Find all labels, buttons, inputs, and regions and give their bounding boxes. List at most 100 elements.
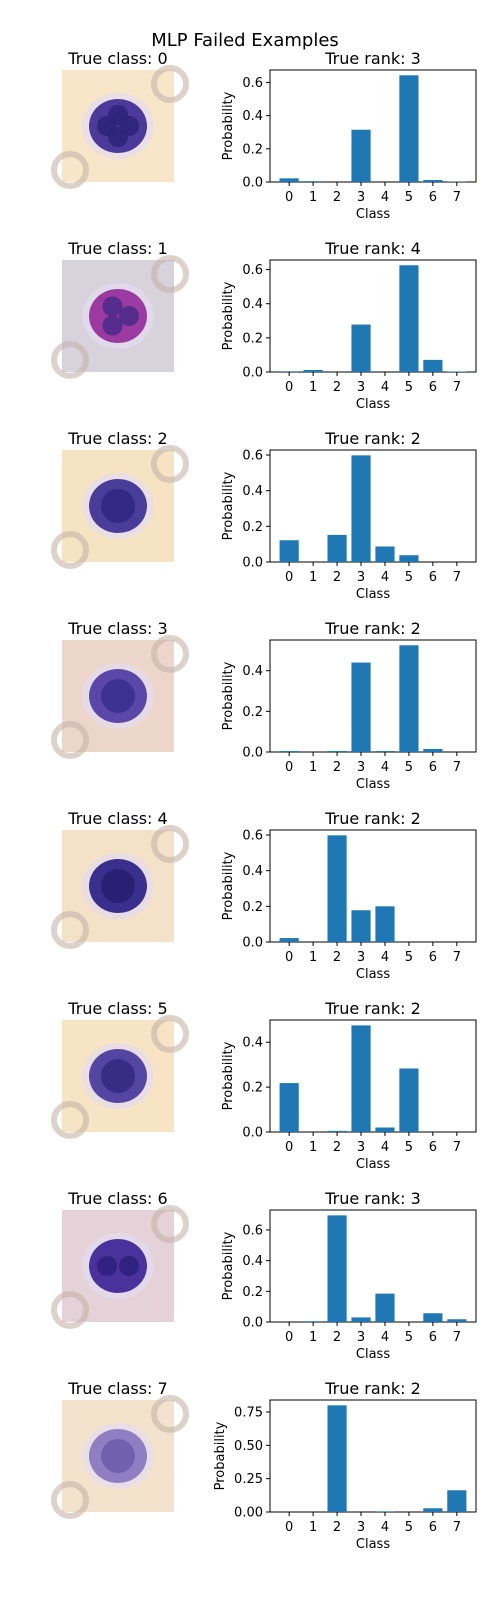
x-tick-label: 4 xyxy=(381,570,389,585)
x-axis-label: Class xyxy=(356,1157,390,1172)
subplot-row-0: True class: 0 True rank: 3 0.0 0.2 0.4 0.6 0 1 2… xyxy=(51,49,477,222)
image-title: True class: 3 xyxy=(67,619,167,638)
bar-1 xyxy=(303,1321,323,1322)
chart-title: True rank: 3 xyxy=(324,49,421,68)
y-tick-label: 0.2 xyxy=(242,1285,263,1300)
subplot-rows: True class: 0 True rank: 3 0.0 0.2 0.4 0.6 0 1 2… xyxy=(51,49,477,1552)
chart-title: True rank: 4 xyxy=(324,239,421,258)
image-title: True class: 7 xyxy=(67,1379,167,1398)
x-tick-label: 3 xyxy=(357,1520,365,1535)
rbc-shadow xyxy=(151,65,189,103)
subplot-row-1: True class: 1 True rank: 4 0.0 0.2 0.4 0.6 0 1 2… xyxy=(51,239,477,412)
rbc-shadow xyxy=(151,635,189,673)
bar-4 xyxy=(375,1511,395,1512)
bar-4 xyxy=(375,546,395,562)
bar-6 xyxy=(423,180,443,182)
x-tick-label: 6 xyxy=(429,190,437,205)
bar-chart: True rank: 2 0.0 0.2 0.4 0.6 0 1 2 3 4 5 6 7 Class Pro… xyxy=(221,429,477,602)
x-tick-label: 7 xyxy=(453,950,461,965)
x-tick-label: 7 xyxy=(453,190,461,205)
y-axis-label: Probability xyxy=(221,1041,236,1110)
bar-0 xyxy=(279,371,299,372)
x-tick-label: 0 xyxy=(285,950,293,965)
y-tick-label: 0.0 xyxy=(242,1126,263,1141)
x-tick-label: 5 xyxy=(405,380,413,395)
rbc-shadow xyxy=(51,151,89,189)
bar-0 xyxy=(279,540,299,562)
x-tick-label: 3 xyxy=(357,380,365,395)
bar-chart: True rank: 2 0.0 0.2 0.4 0.6 0 1 2 3 4 5 6 7 Class Pro… xyxy=(221,809,477,982)
chart-title: True rank: 2 xyxy=(324,619,421,638)
axes-frame xyxy=(269,1399,477,1513)
bar-chart: True rank: 4 0.0 0.2 0.4 0.6 0 1 2 3 4 5 6 7 Class Pro… xyxy=(221,239,477,412)
x-tick-label: 6 xyxy=(429,1140,437,1155)
cell-nucleus xyxy=(101,1059,135,1093)
bar-4 xyxy=(375,750,395,752)
x-tick-label: 6 xyxy=(429,570,437,585)
x-tick-label: 7 xyxy=(453,570,461,585)
x-tick-label: 3 xyxy=(357,950,365,965)
rbc-shadow xyxy=(51,531,89,569)
x-tick-label: 7 xyxy=(453,1140,461,1155)
axes-frame xyxy=(269,69,477,183)
x-tick-label: 3 xyxy=(357,190,365,205)
chart-title: True rank: 2 xyxy=(324,809,421,828)
bar-5 xyxy=(399,265,419,372)
y-tick-label: 0.2 xyxy=(242,900,263,915)
bar-chart: True rank: 2 0.0 0.2 0.4 0 1 2 3 4 5 6 7 Class Probab… xyxy=(221,619,477,792)
rbc-shadow xyxy=(151,255,189,293)
x-tick-label: 0 xyxy=(285,760,293,775)
y-tick-label: 0.0 xyxy=(242,1316,263,1331)
x-axis-label: Class xyxy=(356,967,390,982)
rbc-shadow xyxy=(151,825,189,863)
bar-4 xyxy=(375,1127,395,1132)
x-tick-label: 5 xyxy=(405,950,413,965)
cell-image xyxy=(51,255,189,379)
rbc-shadow xyxy=(51,911,89,949)
cell-body xyxy=(89,1239,147,1293)
x-tick-label: 6 xyxy=(429,1520,437,1535)
bar-3 xyxy=(351,324,371,372)
bar-5 xyxy=(399,645,419,752)
x-tick-label: 4 xyxy=(381,950,389,965)
x-tick-label: 7 xyxy=(453,1520,461,1535)
cell-image xyxy=(51,445,189,569)
rbc-shadow xyxy=(51,721,89,759)
chart-title: True rank: 2 xyxy=(324,1379,421,1398)
y-tick-label: 0.2 xyxy=(242,1081,263,1096)
x-tick-label: 6 xyxy=(429,1330,437,1345)
cell-nucleus xyxy=(101,1439,135,1473)
subplot-row-2: True class: 2 True rank: 2 0.0 0.2 0.4 0.6 0 1 2… xyxy=(51,429,477,602)
y-tick-label: 0.0 xyxy=(242,176,263,191)
rbc-shadow xyxy=(151,445,189,483)
bar-6 xyxy=(423,748,443,752)
cell-nucleus xyxy=(102,315,123,336)
x-tick-label: 3 xyxy=(357,1140,365,1155)
x-tick-label: 0 xyxy=(285,1140,293,1155)
x-tick-label: 1 xyxy=(309,1520,317,1535)
cell-image xyxy=(51,1395,189,1519)
x-tick-label: 5 xyxy=(405,190,413,205)
x-tick-label: 5 xyxy=(405,1330,413,1345)
bar-2 xyxy=(327,1130,347,1132)
bar-0 xyxy=(279,1083,299,1132)
bar-chart: True rank: 3 0.0 0.2 0.4 0.6 0 1 2 3 4 5 6 7 Class Pro… xyxy=(221,1189,477,1362)
image-title: True class: 0 xyxy=(67,49,167,68)
x-tick-label: 4 xyxy=(381,1520,389,1535)
cell-nucleus xyxy=(101,869,135,903)
y-tick-label: 0.25 xyxy=(234,1472,263,1487)
subplot-row-3: True class: 3 True rank: 2 0.0 0.2 0.4 0 1 2 3 4 5… xyxy=(51,619,477,792)
cell-nucleus xyxy=(119,306,139,326)
y-tick-label: 0.4 xyxy=(242,1254,263,1269)
cell-image xyxy=(51,1015,189,1139)
x-tick-label: 1 xyxy=(309,1140,317,1155)
x-tick-label: 1 xyxy=(309,1330,317,1345)
bar-0 xyxy=(279,750,299,752)
rbc-shadow xyxy=(151,1395,189,1433)
x-tick-label: 0 xyxy=(285,190,293,205)
x-tick-label: 2 xyxy=(333,380,341,395)
x-tick-label: 3 xyxy=(357,1330,365,1345)
y-tick-label: 0.4 xyxy=(242,664,263,679)
x-tick-label: 2 xyxy=(333,950,341,965)
